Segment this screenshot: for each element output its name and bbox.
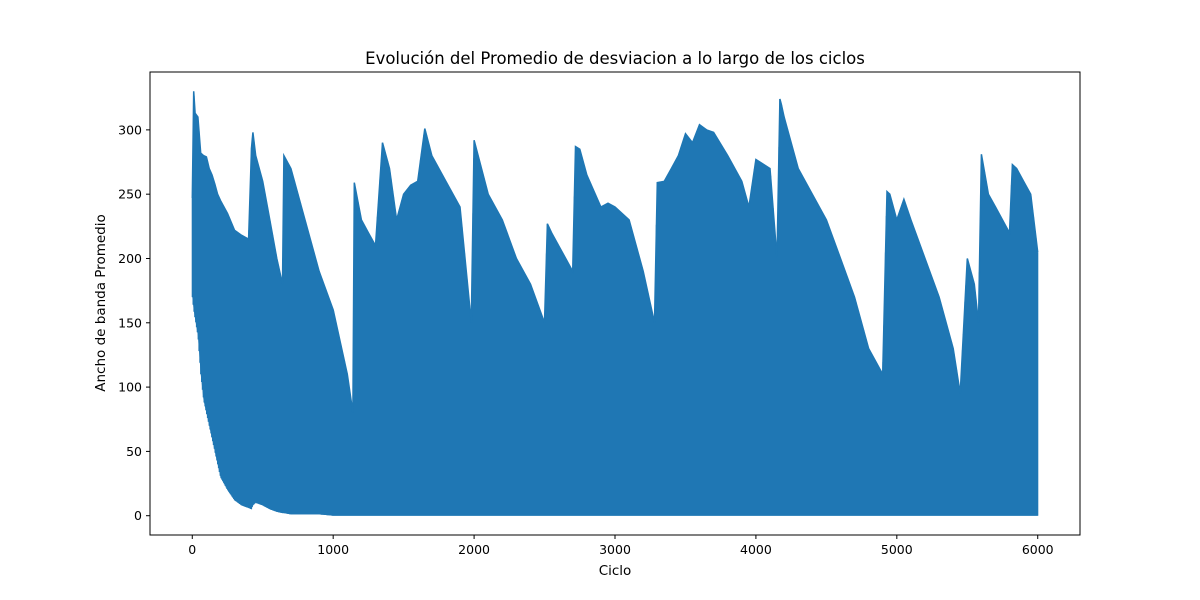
x-tick-label: 2000 bbox=[458, 542, 490, 557]
y-tick-label: 50 bbox=[126, 444, 142, 459]
series-layer bbox=[191, 91, 1039, 516]
series-peak-line bbox=[191, 91, 1039, 413]
y-tick-label: 0 bbox=[134, 508, 142, 523]
y-tick-label: 100 bbox=[118, 380, 142, 395]
y-tick-label: 250 bbox=[118, 187, 142, 202]
x-tick-label: 5000 bbox=[881, 542, 913, 557]
x-axis-label: Ciclo bbox=[599, 563, 632, 579]
x-tick-label: 0 bbox=[188, 542, 196, 557]
x-axis: 0 1000 2000 3000 4000 5000 6000 bbox=[188, 535, 1054, 557]
y-axis: 0 50 100 150 200 250 300 bbox=[118, 122, 150, 523]
y-tick-label: 150 bbox=[118, 315, 142, 330]
x-tick-label: 3000 bbox=[599, 542, 631, 557]
chart-title: Evolución del Promedio de desviacion a l… bbox=[365, 49, 865, 68]
y-axis-label: Ancho de banda Promedio bbox=[93, 214, 109, 391]
x-tick-label: 1000 bbox=[317, 542, 349, 557]
x-tick-label: 6000 bbox=[1022, 542, 1054, 557]
y-tick-label: 300 bbox=[118, 122, 142, 137]
series-line bbox=[191, 91, 1039, 516]
series-oscillation bbox=[191, 95, 1039, 516]
x-tick-label: 4000 bbox=[740, 542, 772, 557]
y-tick-label: 200 bbox=[118, 251, 142, 266]
